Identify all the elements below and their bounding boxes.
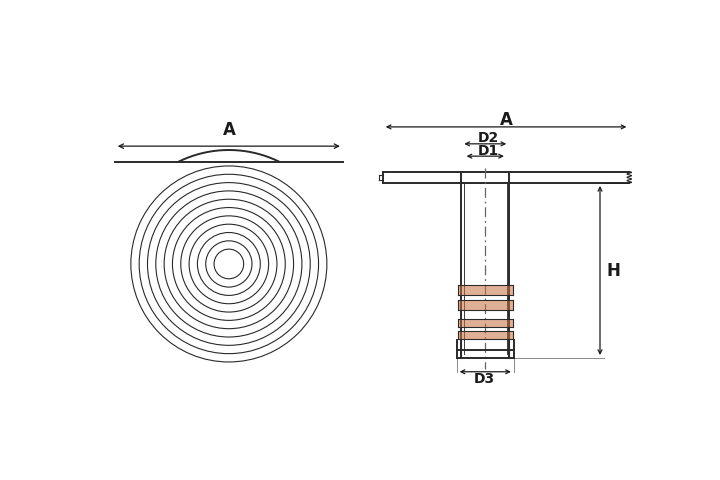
Text: D3: D3 xyxy=(474,372,495,386)
Polygon shape xyxy=(457,319,513,327)
Polygon shape xyxy=(457,300,513,310)
Text: H: H xyxy=(606,262,620,279)
Text: A: A xyxy=(500,111,513,129)
Text: A: A xyxy=(222,121,235,139)
Text: D2: D2 xyxy=(478,131,499,144)
Polygon shape xyxy=(457,331,513,339)
Text: D1: D1 xyxy=(478,144,499,158)
Polygon shape xyxy=(457,285,513,295)
